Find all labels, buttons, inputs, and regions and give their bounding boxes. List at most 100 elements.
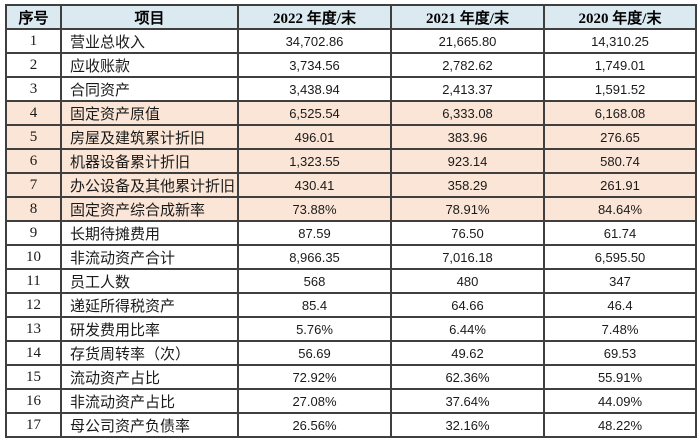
cell-row-number: 10 [5,244,62,270]
cell-value-2022: 34,702.86 [237,28,392,54]
cell-item-name: 存货周转率（次） [60,340,239,366]
table-row: 8 固定资产综合成新率 73.88% 78.91% 84.64% [5,196,697,222]
cell-row-number: 9 [5,220,62,246]
cell-item-name: 营业总收入 [60,28,239,54]
cell-row-number: 5 [5,124,62,150]
cell-row-number: 6 [5,148,62,174]
cell-item-name: 房屋及建筑累计折旧 [60,124,239,150]
cell-value-2021: 76.50 [390,220,545,246]
cell-value-2020: 276.65 [543,124,697,150]
column-header: 2020 年度/末 [543,4,697,30]
table-row: 10 非流动资产合计 8,966.35 7,016.18 6,595.50 [5,244,697,270]
cell-value-2022: 496.01 [237,124,392,150]
cell-value-2021: 21,665.80 [390,28,545,54]
cell-value-2021: 2,413.37 [390,76,545,102]
cell-item-name: 长期待摊费用 [60,220,239,246]
cell-item-name: 员工人数 [60,268,239,294]
cell-row-number: 11 [5,268,62,294]
cell-value-2021: 37.64% [390,388,545,414]
cell-value-2021: 78.91% [390,196,545,222]
cell-value-2022: 85.4 [237,292,392,318]
cell-value-2020: 14,310.25 [543,28,697,54]
cell-row-number: 3 [5,76,62,102]
cell-item-name: 研发费用比率 [60,316,239,342]
financial-table: 序号 项目 2022 年度/末 2021 年度/末 2020 年度/末 1 营业总收入 34… [5,4,697,438]
table-row: 9 长期待摊费用 87.59 76.50 61.74 [5,220,697,246]
cell-value-2020: 6,595.50 [543,244,697,270]
cell-item-name: 固定资产原值 [60,100,239,126]
table-row: 7 办公设备及其他累计折旧 430.41 358.29 261.91 [5,172,697,198]
cell-value-2021: 2,782.62 [390,52,545,78]
cell-value-2021: 7,016.18 [390,244,545,270]
column-header: 2021 年度/末 [390,4,545,30]
cell-value-2021: 358.29 [390,172,545,198]
table-row: 3 合同资产 3,438.94 2,413.37 1,591.52 [5,76,697,102]
cell-row-number: 13 [5,316,62,342]
cell-row-number: 2 [5,52,62,78]
cell-value-2022: 3,734.56 [237,52,392,78]
cell-value-2022: 3,438.94 [237,76,392,102]
cell-value-2022: 87.59 [237,220,392,246]
table-row: 11 员工人数 568 480 347 [5,268,697,294]
cell-value-2020: 7.48% [543,316,697,342]
table-row: 16 非流动资产占比 27.08% 37.64% 44.09% [5,388,697,414]
table-row: 4 固定资产原值 6,525.54 6,333.08 6,168.08 [5,100,697,126]
cell-value-2022: 1,323.55 [237,148,392,174]
cell-item-name: 流动资产占比 [60,364,239,390]
cell-value-2022: 568 [237,268,392,294]
cell-item-name: 应收账款 [60,52,239,78]
cell-value-2022: 5.76% [237,316,392,342]
table-header: 序号 项目 2022 年度/末 2021 年度/末 2020 年度/末 [5,4,697,30]
cell-value-2022: 26.56% [237,412,392,438]
cell-row-number: 8 [5,196,62,222]
cell-value-2022: 27.08% [237,388,392,414]
cell-value-2021: 62.36% [390,364,545,390]
table-row: 13 研发费用比率 5.76% 6.44% 7.48% [5,316,697,342]
cell-value-2020: 261.91 [543,172,697,198]
cell-row-number: 16 [5,388,62,414]
column-header: 项目 [60,4,239,30]
cell-value-2020: 1,749.01 [543,52,697,78]
table-row: 6 机器设备累计折旧 1,323.55 923.14 580.74 [5,148,697,174]
cell-value-2020: 69.53 [543,340,697,366]
table-row: 17 母公司资产负债率 26.56% 32.16% 48.22% [5,412,697,438]
cell-value-2020: 84.64% [543,196,697,222]
cell-value-2021: 49.62 [390,340,545,366]
cell-row-number: 17 [5,412,62,438]
cell-value-2021: 6.44% [390,316,545,342]
cell-value-2021: 32.16% [390,412,545,438]
cell-row-number: 12 [5,292,62,318]
cell-value-2022: 56.69 [237,340,392,366]
cell-row-number: 4 [5,100,62,126]
cell-value-2020: 6,168.08 [543,100,697,126]
table-row: 2 应收账款 3,734.56 2,782.62 1,749.01 [5,52,697,78]
column-header: 序号 [5,4,62,30]
table-row: 14 存货周转率（次） 56.69 49.62 69.53 [5,340,697,366]
cell-value-2020: 44.09% [543,388,697,414]
cell-value-2020: 580.74 [543,148,697,174]
cell-item-name: 合同资产 [60,76,239,102]
cell-value-2021: 6,333.08 [390,100,545,126]
cell-value-2020: 46.4 [543,292,697,318]
cell-item-name: 固定资产综合成新率 [60,196,239,222]
cell-value-2020: 55.91% [543,364,697,390]
cell-item-name: 非流动资产合计 [60,244,239,270]
cell-value-2020: 1,591.52 [543,76,697,102]
table-row: 15 流动资产占比 72.92% 62.36% 55.91% [5,364,697,390]
cell-value-2020: 61.74 [543,220,697,246]
cell-value-2021: 64.66 [390,292,545,318]
cell-row-number: 14 [5,340,62,366]
cell-item-name: 递延所得税资产 [60,292,239,318]
cell-item-name: 母公司资产负债率 [60,412,239,438]
cell-item-name: 非流动资产占比 [60,388,239,414]
cell-item-name: 办公设备及其他累计折旧 [60,172,239,198]
table-row: 1 营业总收入 34,702.86 21,665.80 14,310.25 [5,28,697,54]
cell-value-2021: 923.14 [390,148,545,174]
cell-value-2021: 480 [390,268,545,294]
cell-value-2022: 72.92% [237,364,392,390]
cell-value-2022: 73.88% [237,196,392,222]
table-body: 1 营业总收入 34,702.86 21,665.80 14,310.25 2 应收账款 3,… [5,28,697,438]
header-row: 序号 项目 2022 年度/末 2021 年度/末 2020 年度/末 [5,4,697,30]
cell-row-number: 1 [5,28,62,54]
